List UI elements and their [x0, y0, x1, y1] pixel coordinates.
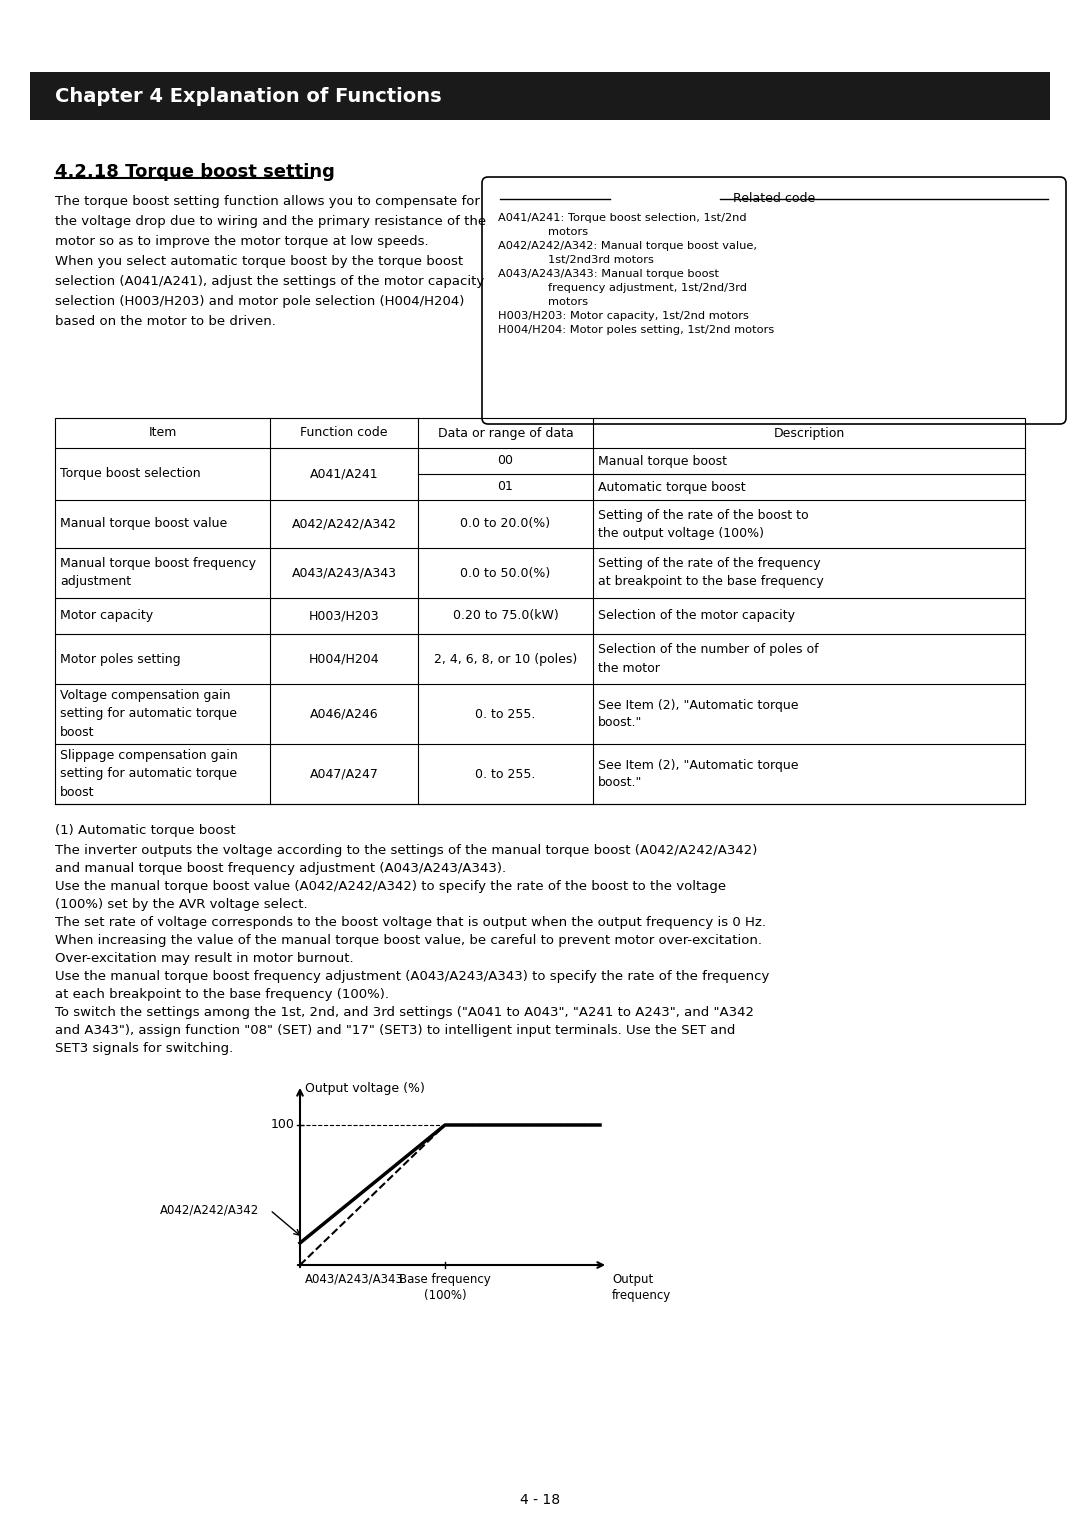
Text: H004/H204: H004/H204 [309, 652, 379, 666]
Text: 100: 100 [271, 1118, 295, 1132]
Text: Description: Description [773, 426, 845, 440]
Text: 1st/2nd3rd motors: 1st/2nd3rd motors [548, 255, 653, 264]
Text: motor so as to improve the motor torque at low speeds.: motor so as to improve the motor torque … [55, 235, 429, 248]
Text: Setting of the rate of the boost to
the output voltage (100%): Setting of the rate of the boost to the … [598, 509, 809, 539]
Text: Manual torque boost: Manual torque boost [598, 454, 727, 468]
Text: Selection of the number of poles of
the motor: Selection of the number of poles of the … [598, 643, 819, 674]
Text: Voltage compensation gain
setting for automatic torque
boost: Voltage compensation gain setting for au… [60, 689, 237, 738]
Text: 0.20 to 75.0(kW): 0.20 to 75.0(kW) [453, 610, 558, 622]
Text: at each breakpoint to the base frequency (100%).: at each breakpoint to the base frequency… [55, 989, 389, 1001]
Text: Setting of the rate of the frequency
at breakpoint to the base frequency: Setting of the rate of the frequency at … [598, 558, 824, 588]
Text: 01: 01 [498, 480, 513, 494]
Text: The inverter outputs the voltage according to the settings of the manual torque : The inverter outputs the voltage accordi… [55, 843, 757, 857]
Text: motors: motors [548, 228, 589, 237]
Text: selection (A041/A241), adjust the settings of the motor capacity: selection (A041/A241), adjust the settin… [55, 275, 484, 287]
Text: Use the manual torque boost value (A042/A242/A342) to specify the rate of the bo: Use the manual torque boost value (A042/… [55, 880, 726, 892]
Text: selection (H003/H203) and motor pole selection (H004/H204): selection (H003/H203) and motor pole sel… [55, 295, 464, 309]
Text: A043/A243/A343: A043/A243/A343 [305, 1273, 404, 1287]
Text: Motor poles setting: Motor poles setting [60, 652, 180, 666]
Text: Function code: Function code [300, 426, 388, 440]
Text: based on the motor to be driven.: based on the motor to be driven. [55, 315, 275, 329]
Text: H003/H203: Motor capacity, 1st/2nd motors: H003/H203: Motor capacity, 1st/2nd motor… [498, 312, 748, 321]
Text: the voltage drop due to wiring and the primary resistance of the: the voltage drop due to wiring and the p… [55, 215, 486, 228]
Text: H004/H204: Motor poles setting, 1st/2nd motors: H004/H204: Motor poles setting, 1st/2nd … [498, 325, 774, 335]
Text: 2, 4, 6, 8, or 10 (poles): 2, 4, 6, 8, or 10 (poles) [434, 652, 577, 666]
Text: Over-excitation may result in motor burnout.: Over-excitation may result in motor burn… [55, 952, 353, 966]
Text: Automatic torque boost: Automatic torque boost [598, 480, 745, 494]
Text: A043/A243/A343: Manual torque boost: A043/A243/A343: Manual torque boost [498, 269, 719, 280]
Text: 00: 00 [498, 454, 513, 468]
Text: See Item (2), "Automatic torque
boost.": See Item (2), "Automatic torque boost." [598, 758, 798, 790]
Text: A041/A241: A041/A241 [310, 468, 378, 480]
Text: To switch the settings among the 1st, 2nd, and 3rd settings ("A041 to A043", "A2: To switch the settings among the 1st, 2n… [55, 1005, 754, 1019]
Text: A046/A246: A046/A246 [310, 707, 378, 721]
Text: A041/A241: Torque boost selection, 1st/2nd: A041/A241: Torque boost selection, 1st/2… [498, 212, 746, 223]
Text: A042/A242/A342: A042/A242/A342 [292, 518, 396, 530]
Text: A047/A247: A047/A247 [310, 767, 378, 781]
Text: When you select automatic torque boost by the torque boost: When you select automatic torque boost b… [55, 255, 463, 267]
Bar [55, 419, 1025, 804]
Text: 0. to 255.: 0. to 255. [475, 767, 536, 781]
Text: Output voltage (%): Output voltage (%) [305, 1082, 424, 1096]
Text: Manual torque boost frequency
adjustment: Manual torque boost frequency adjustment [60, 558, 256, 588]
Text: SET3 signals for switching.: SET3 signals for switching. [55, 1042, 233, 1054]
Text: Slippage compensation gain
setting for automatic torque
boost: Slippage compensation gain setting for a… [60, 750, 238, 799]
Text: A042/A242/A342: A042/A242/A342 [160, 1204, 259, 1216]
Bar [30, 72, 1050, 121]
Text: The torque boost setting function allows you to compensate for: The torque boost setting function allows… [55, 196, 480, 208]
Text: motors: motors [548, 296, 589, 307]
Text: and A343"), assign function "08" (SET) and "17" (SET3) to intelligent input term: and A343"), assign function "08" (SET) a… [55, 1024, 735, 1038]
Text: Output
frequency: Output frequency [612, 1273, 672, 1302]
Text: Base frequency
(100%): Base frequency (100%) [400, 1273, 491, 1302]
Text: Motor capacity: Motor capacity [60, 610, 153, 622]
FancyBboxPatch shape [482, 177, 1066, 423]
Text: Item: Item [148, 426, 177, 440]
Text: 0.0 to 50.0(%): 0.0 to 50.0(%) [460, 567, 551, 579]
Text: Chapter 4 Explanation of Functions: Chapter 4 Explanation of Functions [55, 87, 442, 105]
Text: The set rate of voltage corresponds to the boost voltage that is output when the: The set rate of voltage corresponds to t… [55, 915, 766, 929]
Text: When increasing the value of the manual torque boost value, be careful to preven: When increasing the value of the manual … [55, 934, 762, 947]
Text: 0. to 255.: 0. to 255. [475, 707, 536, 721]
Text: Related code: Related code [733, 193, 815, 205]
Text: and manual torque boost frequency adjustment (A043/A243/A343).: and manual torque boost frequency adjust… [55, 862, 507, 876]
Text: 4.2.18 Torque boost setting: 4.2.18 Torque boost setting [55, 163, 335, 180]
Text: Use the manual torque boost frequency adjustment (A043/A243/A343) to specify the: Use the manual torque boost frequency ad… [55, 970, 769, 983]
Text: (1) Automatic torque boost: (1) Automatic torque boost [55, 824, 235, 837]
Text: 4 - 18: 4 - 18 [519, 1493, 561, 1507]
Text: Manual torque boost value: Manual torque boost value [60, 518, 227, 530]
Text: Selection of the motor capacity: Selection of the motor capacity [598, 610, 795, 622]
Text: H003/H203: H003/H203 [309, 610, 379, 622]
Text: Data or range of data: Data or range of data [437, 426, 573, 440]
Text: (100%) set by the AVR voltage select.: (100%) set by the AVR voltage select. [55, 898, 308, 911]
Text: See Item (2), "Automatic torque
boost.": See Item (2), "Automatic torque boost." [598, 698, 798, 729]
Text: 0.0 to 20.0(%): 0.0 to 20.0(%) [460, 518, 551, 530]
Text: frequency adjustment, 1st/2nd/3rd: frequency adjustment, 1st/2nd/3rd [548, 283, 747, 293]
Text: A043/A243/A343: A043/A243/A343 [292, 567, 396, 579]
Text: Torque boost selection: Torque boost selection [60, 468, 201, 480]
Text: A042/A242/A342: Manual torque boost value,: A042/A242/A342: Manual torque boost valu… [498, 241, 757, 251]
